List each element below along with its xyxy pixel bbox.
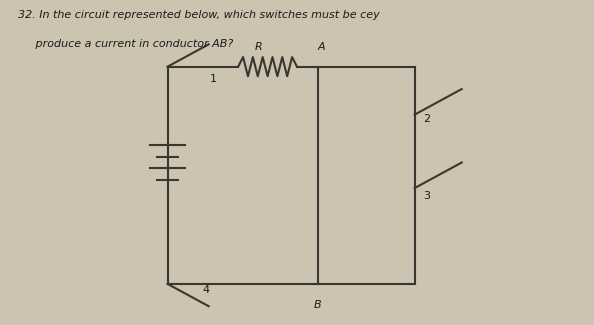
Text: 1: 1 (210, 74, 217, 84)
Text: 4: 4 (203, 285, 210, 295)
Text: R: R (255, 42, 263, 52)
Text: 2: 2 (424, 114, 431, 124)
Text: 3: 3 (424, 191, 431, 201)
Text: A: A (318, 42, 326, 52)
Text: B: B (314, 300, 321, 310)
Text: 32. In the circuit represented below, which switches must be cey: 32. In the circuit represented below, wh… (18, 10, 380, 20)
Text: produce a current in conductor AB?: produce a current in conductor AB? (18, 39, 233, 49)
